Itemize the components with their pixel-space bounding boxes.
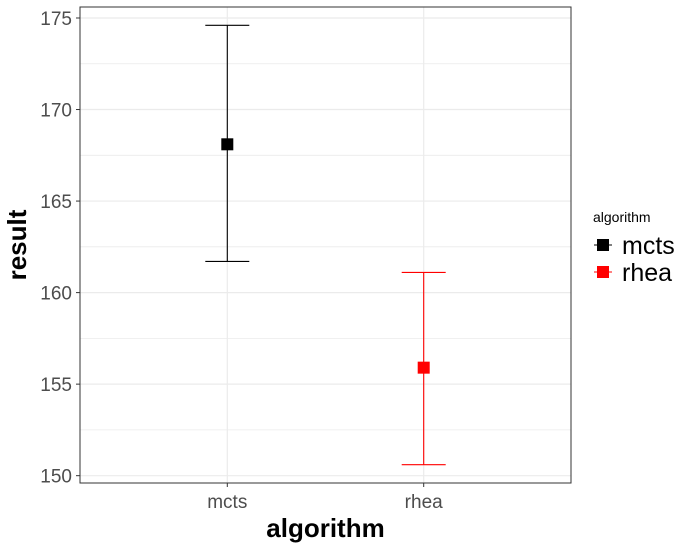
- legend-label: rhea: [622, 259, 672, 287]
- y-tick-label: 175: [40, 9, 72, 30]
- legend-key-square: [597, 239, 609, 251]
- legend-key-square: [597, 266, 609, 278]
- legend-title: algorithm: [593, 209, 651, 225]
- y-tick-label: 150: [40, 467, 72, 488]
- x-tick-label: rhea: [405, 492, 443, 513]
- series-rhea: [401, 271, 446, 466]
- y-tick-label: 155: [40, 375, 72, 396]
- legend-item-mcts: mcts: [594, 232, 675, 260]
- y-axis: 150 155 160 165 170 175: [40, 9, 80, 488]
- series-layer: [205, 24, 446, 466]
- legend-label: mcts: [622, 232, 675, 260]
- x-axis: mcts rhea: [207, 483, 443, 513]
- y-axis-title: result: [2, 209, 32, 280]
- plot-panel-background: [80, 7, 571, 483]
- y-tick-label: 160: [40, 284, 72, 305]
- x-tick-label: mcts: [207, 492, 247, 513]
- plot-panel-border: [79, 6, 572, 484]
- y-tick-label: 165: [40, 192, 72, 213]
- data-point: [221, 138, 234, 151]
- x-axis-title: algorithm: [266, 513, 384, 543]
- series-mcts: [205, 24, 250, 263]
- data-point: [417, 361, 430, 374]
- y-tick-label: 170: [40, 101, 72, 122]
- legend-item-rhea: rhea: [594, 259, 672, 287]
